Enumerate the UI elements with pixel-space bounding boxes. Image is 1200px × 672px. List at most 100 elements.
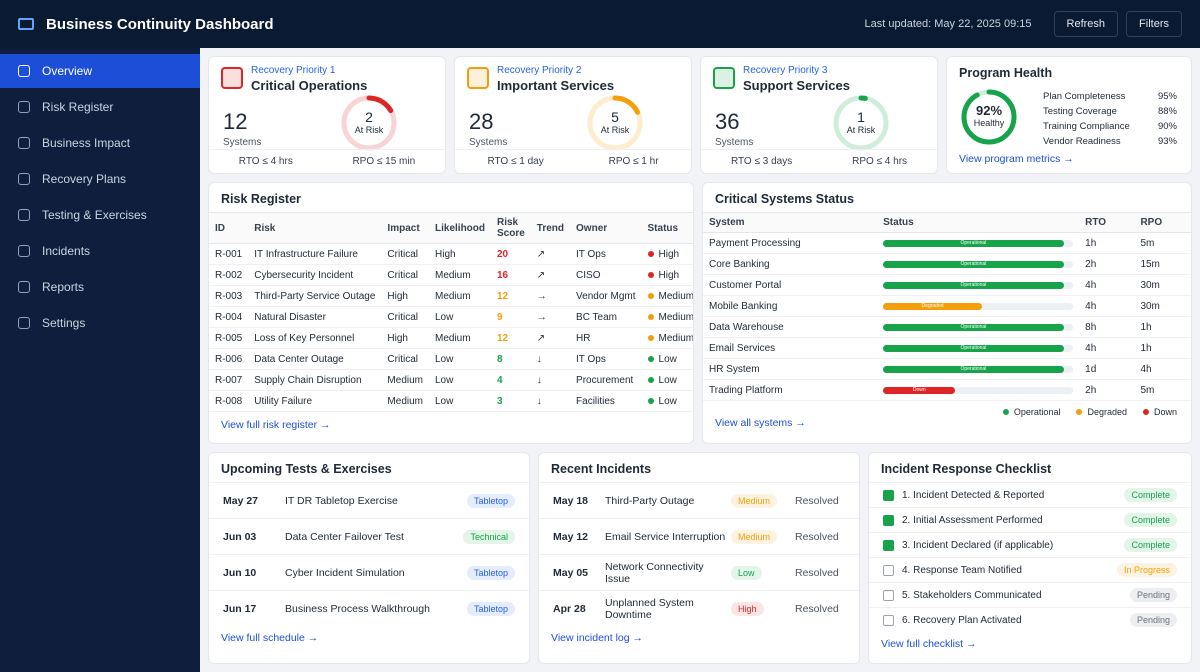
checkbox[interactable] — [883, 539, 894, 551]
rpo: RPO ≤ 4 hrs — [852, 156, 908, 167]
cell: → — [530, 306, 571, 328]
cell-text: Medium — [435, 290, 471, 302]
nav-item[interactable]: Incidents — [0, 234, 200, 268]
metric-value: 95% — [1157, 91, 1177, 102]
nav-item[interactable]: Business Impact — [0, 126, 200, 160]
system-name: Email Services — [703, 337, 878, 359]
cell-text: R-002 — [215, 269, 243, 281]
checkbox[interactable] — [883, 589, 894, 601]
link[interactable]: View full schedule → — [221, 632, 319, 644]
incident-status: Resolved — [795, 602, 839, 615]
incident-row: Apr 28 Unplanned System Downtime High Resol… — [539, 590, 859, 626]
cell-text: Loss of Key Personnel — [254, 332, 355, 344]
checklist-step: 6. Recovery Plan Activated — [902, 614, 1022, 626]
checkbox[interactable] — [883, 614, 894, 626]
checklist-row: 2. Initial Assessment Performed Complete — [869, 507, 1191, 532]
cell: Data Center Outage — [248, 348, 382, 370]
link[interactable]: View all systems → — [715, 417, 806, 429]
nav-item[interactable]: Overview — [0, 54, 200, 88]
app-title: Business Continuity Dashboard — [46, 15, 274, 33]
cell-text: ↗ — [536, 332, 546, 344]
header-button[interactable]: Filters — [1126, 11, 1182, 37]
ring-arc — [341, 95, 397, 151]
checklist-status: Pending — [1129, 613, 1177, 627]
header-button[interactable]: Refresh — [1053, 11, 1119, 37]
cell: Low — [429, 369, 491, 391]
nav-item[interactable]: Recovery Plans — [0, 162, 200, 196]
cell-text: ↓ — [536, 395, 542, 407]
rto: 1h — [1079, 232, 1135, 254]
incident-date: May 12 — [553, 530, 589, 543]
cell: BC Team — [570, 306, 642, 328]
risk-score: 16 — [497, 269, 509, 281]
checklist-step: 3. Incident Declared (if applicable) — [902, 539, 1054, 551]
status-bar: Degraded — [883, 302, 982, 310]
cell-text: Low — [435, 311, 454, 323]
ring-text: 92% Healthy — [959, 103, 1019, 128]
panel-title: Critical Systems Status — [715, 192, 854, 206]
link[interactable]: View program metrics → — [959, 153, 1074, 165]
cell: Procurement — [570, 369, 642, 391]
checklist-step: 2. Initial Assessment Performed — [902, 514, 1043, 526]
priority-label: Recovery Priority 1 — [251, 65, 336, 76]
cell: 8 — [491, 348, 531, 370]
cell: Third-Party Service Outage — [248, 285, 382, 307]
cell: High — [429, 243, 491, 265]
metric-row: Testing Coverage 88% — [1043, 106, 1177, 117]
nav-label: Incidents — [42, 244, 91, 258]
nav-item[interactable]: Risk Register — [0, 90, 200, 124]
status-track: Operational — [883, 239, 1074, 247]
link[interactable]: View full checklist → — [881, 638, 977, 650]
checkbox[interactable] — [883, 489, 894, 501]
ring — [341, 95, 397, 151]
systems-count: 36 — [715, 109, 740, 134]
nav-icon — [18, 245, 30, 257]
priority-title: Important Services — [497, 78, 615, 93]
at-risk-count: 5 — [611, 109, 619, 125]
column-header: Status — [877, 212, 1080, 233]
system-name: HR System — [703, 358, 878, 380]
risk-score: 12 — [497, 290, 509, 302]
cell: HR — [570, 327, 642, 349]
cell-text: Natural Disaster — [254, 311, 326, 323]
checklist-step: 4. Response Team Notified — [902, 564, 1022, 576]
cell: Loss of Key Personnel — [248, 327, 382, 349]
cell: ↓ — [530, 369, 571, 391]
checkbox[interactable] — [883, 564, 894, 576]
priority-title: Critical Operations — [251, 78, 368, 93]
test-row: Jun 17 Business Process Walkthrough Tablet… — [209, 590, 529, 626]
cell: 3 — [491, 390, 531, 412]
link[interactable]: View incident log → — [551, 632, 644, 644]
metric-row: Plan Completeness 95% — [1043, 91, 1177, 102]
incident-date: May 05 — [553, 566, 589, 579]
cell: Medium — [381, 390, 429, 412]
cell: R-004 — [209, 306, 249, 328]
nav-item[interactable]: Settings — [0, 306, 200, 340]
status-dot — [647, 292, 654, 299]
cell-text: BC Team — [576, 311, 617, 323]
status-bar: Down — [883, 386, 956, 394]
incident-name: Email Service Interruption — [605, 530, 726, 543]
cell-text: Cybersecurity Incident — [254, 269, 354, 281]
ring-text: 1 At Risk — [831, 109, 891, 135]
status-track: Down — [883, 386, 1074, 394]
rpo: 5m — [1134, 232, 1191, 254]
cell-text: R-006 — [215, 353, 243, 365]
incident-date: Apr 28 — [553, 602, 586, 615]
cell: ↗ — [530, 327, 571, 349]
severity: High — [731, 601, 764, 616]
nav-item[interactable]: Reports — [0, 270, 200, 304]
status-dot — [647, 355, 654, 362]
metric-value: 88% — [1157, 106, 1177, 117]
system-row: Trading Platform Down 2h 5m — [703, 379, 1191, 401]
cell: 16 — [491, 264, 531, 286]
link[interactable]: View full risk register → — [221, 419, 331, 431]
cell: 20 — [491, 243, 531, 265]
cell: ↓ — [530, 390, 571, 412]
nav-item[interactable]: Testing & Exercises — [0, 198, 200, 232]
checklist-row: 6. Recovery Plan Activated Pending — [869, 607, 1191, 632]
status-cell: Operational — [877, 253, 1080, 275]
checkbox[interactable] — [883, 514, 894, 526]
rto: 8h — [1079, 316, 1135, 338]
severity-wrap: High — [731, 601, 795, 616]
